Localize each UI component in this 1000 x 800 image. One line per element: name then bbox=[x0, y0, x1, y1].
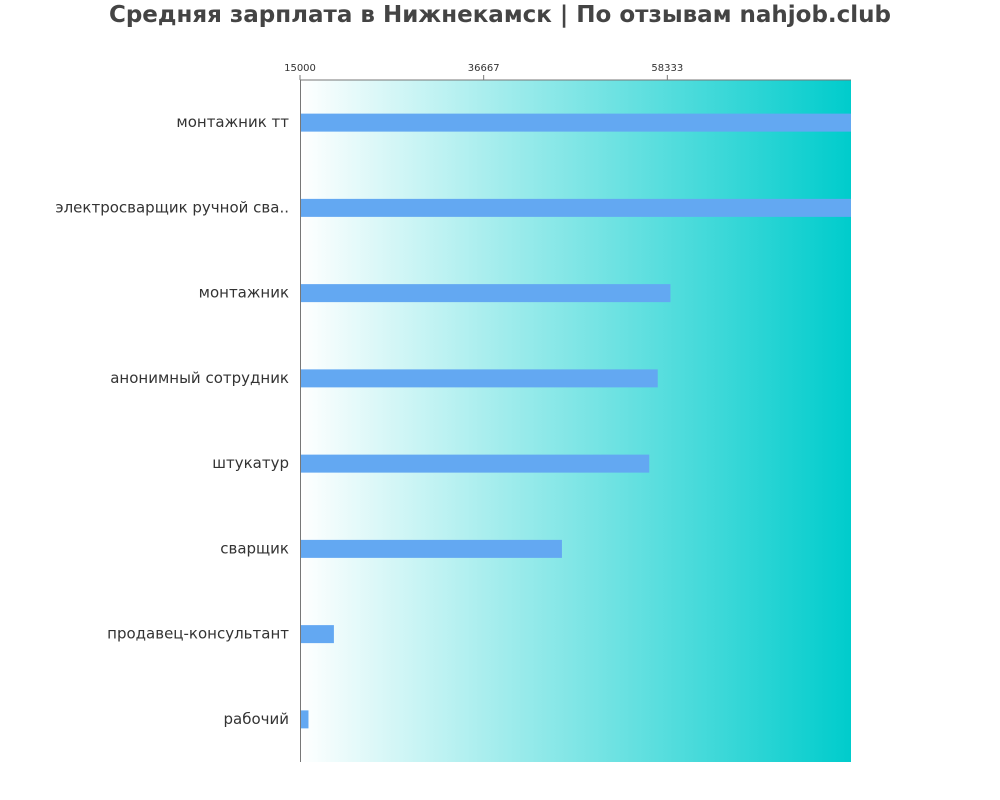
category-label: анонимный сотрудник bbox=[110, 369, 289, 387]
bar bbox=[300, 113, 851, 132]
category-label: электросварщик ручной сва.. bbox=[55, 198, 289, 216]
category-label: монтажник тт bbox=[176, 113, 289, 131]
category-labels: монтажник тт электросварщик ручной сва.. м… bbox=[55, 113, 289, 728]
chart-title: Средняя зарплата в Нижнекамск | По отзыв… bbox=[108, 2, 892, 28]
category-label: продавец-консультант bbox=[107, 625, 289, 643]
category-label: штукатур bbox=[212, 454, 289, 472]
bar bbox=[300, 539, 562, 558]
bars bbox=[300, 113, 851, 729]
bar bbox=[300, 198, 851, 217]
bar bbox=[300, 454, 650, 473]
x-axis-ticks: 15000 36667 58333 bbox=[284, 63, 683, 80]
bar bbox=[300, 284, 671, 303]
bar bbox=[300, 710, 309, 729]
plot-background bbox=[300, 80, 851, 762]
x-tick-label: 15000 bbox=[284, 63, 316, 74]
bar bbox=[300, 369, 658, 388]
category-label: сварщик bbox=[220, 539, 289, 557]
category-label: рабочий bbox=[223, 710, 289, 728]
category-label: монтажник bbox=[199, 284, 289, 302]
bar bbox=[300, 625, 334, 644]
x-tick-label: 58333 bbox=[651, 63, 683, 74]
x-tick-label: 36667 bbox=[468, 63, 500, 74]
